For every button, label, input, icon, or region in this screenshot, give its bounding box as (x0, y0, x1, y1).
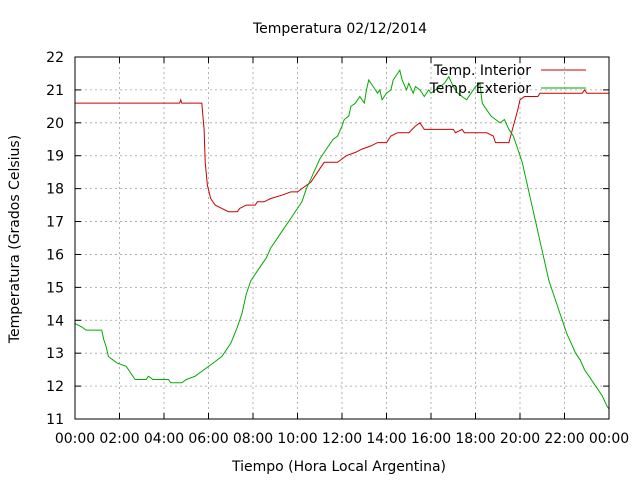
x-tick-label: 12:00 (322, 431, 362, 447)
x-tick-label: 04:00 (144, 431, 184, 447)
x-tick-label: 20:00 (500, 431, 540, 447)
y-tick-label: 15 (46, 280, 64, 296)
x-tick-label: 18:00 (455, 431, 495, 447)
y-axis-label: Temperatura (Grados Celsius) (7, 135, 23, 344)
series-line-interior (75, 89, 609, 213)
x-axis-label: Tiempo (Hora Local Argentina) (231, 459, 446, 475)
y-tick-label: 22 (46, 50, 64, 66)
x-tick-label: 08:00 (233, 431, 273, 447)
legend-label: Temp. Exterior (429, 81, 532, 97)
y-tick-label: 20 (46, 116, 64, 132)
x-tick-label: 02:00 (99, 431, 139, 447)
y-tick-label: 17 (46, 215, 64, 231)
x-tick-label: 00:00 (55, 431, 95, 447)
series-line-exterior (74, 68, 610, 410)
grid (75, 57, 609, 419)
legend-label: Temp. Interior (433, 63, 532, 79)
y-tick-label: 21 (46, 83, 64, 99)
x-tick-label: 22:00 (544, 431, 584, 447)
x-tick-label: 16:00 (411, 431, 451, 447)
axis-ticks: 00:00 02:00 04:00 06:00 08:00 10:00 12:00 14:00… (46, 50, 629, 447)
y-tick-label: 13 (46, 346, 64, 362)
y-tick-label: 12 (46, 379, 64, 395)
y-tick-label: 14 (46, 313, 64, 329)
x-tick-label: 00:00 (589, 431, 629, 447)
x-tick-label: 14:00 (366, 431, 406, 447)
chart-title: Temperatura 02/12/2014 (252, 21, 427, 37)
x-tick-label: 06:00 (188, 431, 228, 447)
y-tick-label: 19 (46, 149, 64, 165)
x-tick-label: 10:00 (277, 431, 317, 447)
legend: Temp. Interior Temp. Exterior (429, 63, 586, 97)
y-tick-label: 18 (46, 182, 64, 198)
series-layer (74, 68, 610, 410)
y-tick-label: 11 (46, 412, 64, 428)
y-tick-label: 16 (46, 247, 64, 263)
